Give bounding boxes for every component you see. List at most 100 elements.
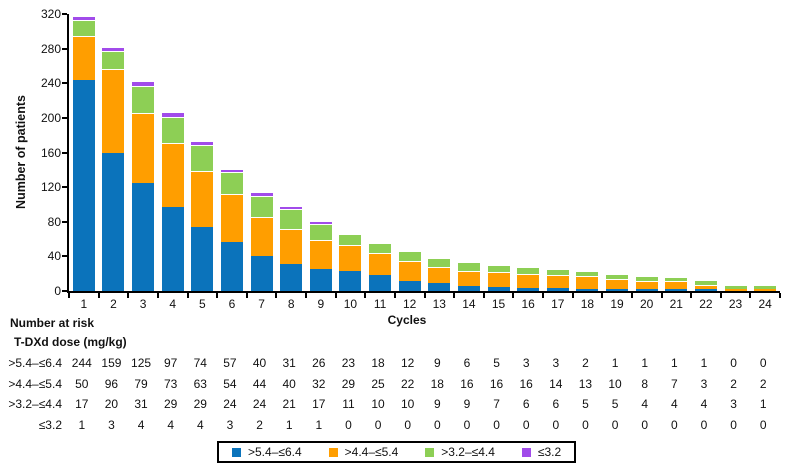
risk-value: 4 bbox=[196, 417, 204, 432]
bar-segment bbox=[339, 234, 362, 245]
bar-cycle-8 bbox=[276, 14, 306, 291]
bar-segment bbox=[635, 276, 658, 281]
risk-value: 25 bbox=[371, 376, 385, 391]
risk-table-row: >5.4–≤6.4 244 159 125 97 74 57 40 31 26 23 18 12 9 6 5 3… bbox=[0, 353, 781, 374]
risk-value: 29 bbox=[164, 397, 178, 412]
bar-cycle-6 bbox=[217, 14, 247, 291]
bar-segment bbox=[339, 245, 362, 272]
bar-segment bbox=[220, 193, 243, 242]
risk-value: 3 bbox=[108, 417, 115, 432]
legend-label: ≤3.2 bbox=[537, 445, 562, 459]
bar-segment bbox=[369, 275, 392, 291]
bar-segment bbox=[132, 113, 155, 183]
x-tick-label: 8 bbox=[287, 297, 295, 311]
risk-value: 1 bbox=[611, 356, 619, 371]
bar-cycle-23 bbox=[721, 14, 751, 291]
y-tick-mark bbox=[62, 116, 67, 119]
bar-cycle-22 bbox=[691, 14, 721, 291]
x-tick-label: 6 bbox=[228, 297, 236, 311]
bar-segment bbox=[280, 228, 303, 265]
risk-value: 26 bbox=[312, 356, 326, 371]
bar-cycle-20 bbox=[632, 14, 662, 291]
x-tick-mark bbox=[127, 293, 130, 298]
risk-row-label: ≤3.2 bbox=[38, 417, 62, 432]
bar-cycle-7 bbox=[247, 14, 277, 291]
y-tick-label: 40 bbox=[47, 249, 61, 264]
bar-segment bbox=[250, 195, 273, 218]
x-tick-mark bbox=[423, 293, 426, 298]
x-tick-label: 21 bbox=[669, 297, 683, 311]
x-tick-mark bbox=[719, 293, 722, 298]
risk-value: 3 bbox=[522, 356, 530, 371]
bar-segment bbox=[72, 16, 95, 20]
risk-value: 16 bbox=[460, 376, 474, 391]
bar-cycle-15 bbox=[484, 14, 514, 291]
bar-segment bbox=[665, 277, 688, 282]
risk-value: 20 bbox=[104, 397, 119, 412]
bar-segment bbox=[250, 217, 273, 257]
x-tick-label: 15 bbox=[491, 297, 506, 311]
legend-swatch bbox=[232, 447, 241, 457]
risk-value: 1 bbox=[315, 417, 323, 432]
bar-segment bbox=[517, 273, 540, 289]
x-tick-mark bbox=[779, 293, 781, 298]
risk-value: 13 bbox=[578, 376, 593, 391]
risk-value: 12 bbox=[401, 356, 415, 371]
risk-value: 3 bbox=[552, 356, 560, 371]
bar-segment bbox=[754, 288, 777, 291]
risk-value: 29 bbox=[341, 376, 356, 391]
x-tick-label: 14 bbox=[462, 297, 476, 311]
plot-area: 0 40 80 120 160 200 240 280 320 1 2 3 4 5 6 7 8 9 10 11 12 1… bbox=[41, 7, 781, 311]
risk-value: 24 bbox=[252, 397, 267, 412]
x-tick-label: 9 bbox=[317, 297, 325, 311]
y-tick-mark bbox=[62, 13, 67, 15]
x-tick-mark bbox=[216, 293, 219, 298]
x-tick-mark bbox=[305, 293, 307, 298]
y-tick-mark bbox=[62, 186, 67, 189]
x-tick-label: 1 bbox=[80, 297, 88, 311]
risk-value: 1 bbox=[759, 397, 767, 412]
bar-segment bbox=[457, 285, 480, 291]
risk-value: 96 bbox=[104, 376, 119, 391]
bar-segment bbox=[546, 288, 569, 291]
risk-value: 244 bbox=[71, 356, 92, 371]
legend-item: >3.2–≤4.4 bbox=[425, 445, 495, 459]
bar-cycle-12 bbox=[395, 14, 425, 291]
bar-segment bbox=[398, 260, 421, 281]
x-tick-mark bbox=[571, 293, 574, 298]
bar-segment bbox=[72, 19, 95, 36]
y-tick-mark bbox=[62, 82, 67, 85]
bar-segment bbox=[161, 116, 184, 143]
risk-value: 1 bbox=[670, 356, 678, 371]
bar-segment bbox=[72, 79, 95, 291]
bar-segment bbox=[398, 250, 421, 261]
bar-segment bbox=[191, 171, 214, 227]
risk-value: 0 bbox=[641, 417, 649, 432]
risk-value: 0 bbox=[670, 417, 678, 432]
risk-value: 97 bbox=[164, 356, 178, 371]
risk-value: 22 bbox=[401, 376, 415, 391]
risk-value: 2 bbox=[730, 376, 737, 391]
x-tick-mark bbox=[334, 293, 337, 298]
bar-segment bbox=[132, 81, 155, 86]
bar-segment bbox=[546, 275, 569, 289]
bar-segment bbox=[250, 192, 273, 196]
risk-value: 74 bbox=[193, 356, 207, 371]
bar-segment bbox=[220, 168, 243, 173]
legend-swatch bbox=[425, 447, 435, 457]
y-tick-mark bbox=[62, 47, 67, 50]
bar-cycle-24 bbox=[750, 14, 780, 291]
bar-segment bbox=[161, 142, 184, 208]
risk-value: 4 bbox=[641, 397, 649, 412]
risk-value: 10 bbox=[608, 376, 622, 391]
risk-value: 1 bbox=[285, 417, 293, 432]
bar-segment bbox=[635, 280, 658, 289]
risk-value: 0 bbox=[759, 417, 767, 432]
risk-value: 4 bbox=[670, 397, 678, 412]
bar-segment bbox=[457, 270, 480, 286]
risk-value: 29 bbox=[193, 397, 207, 412]
risk-value: 6 bbox=[552, 397, 560, 412]
risk-value: 10 bbox=[401, 397, 415, 412]
risk-value: 0 bbox=[345, 417, 352, 432]
x-tick-mark bbox=[156, 293, 159, 298]
